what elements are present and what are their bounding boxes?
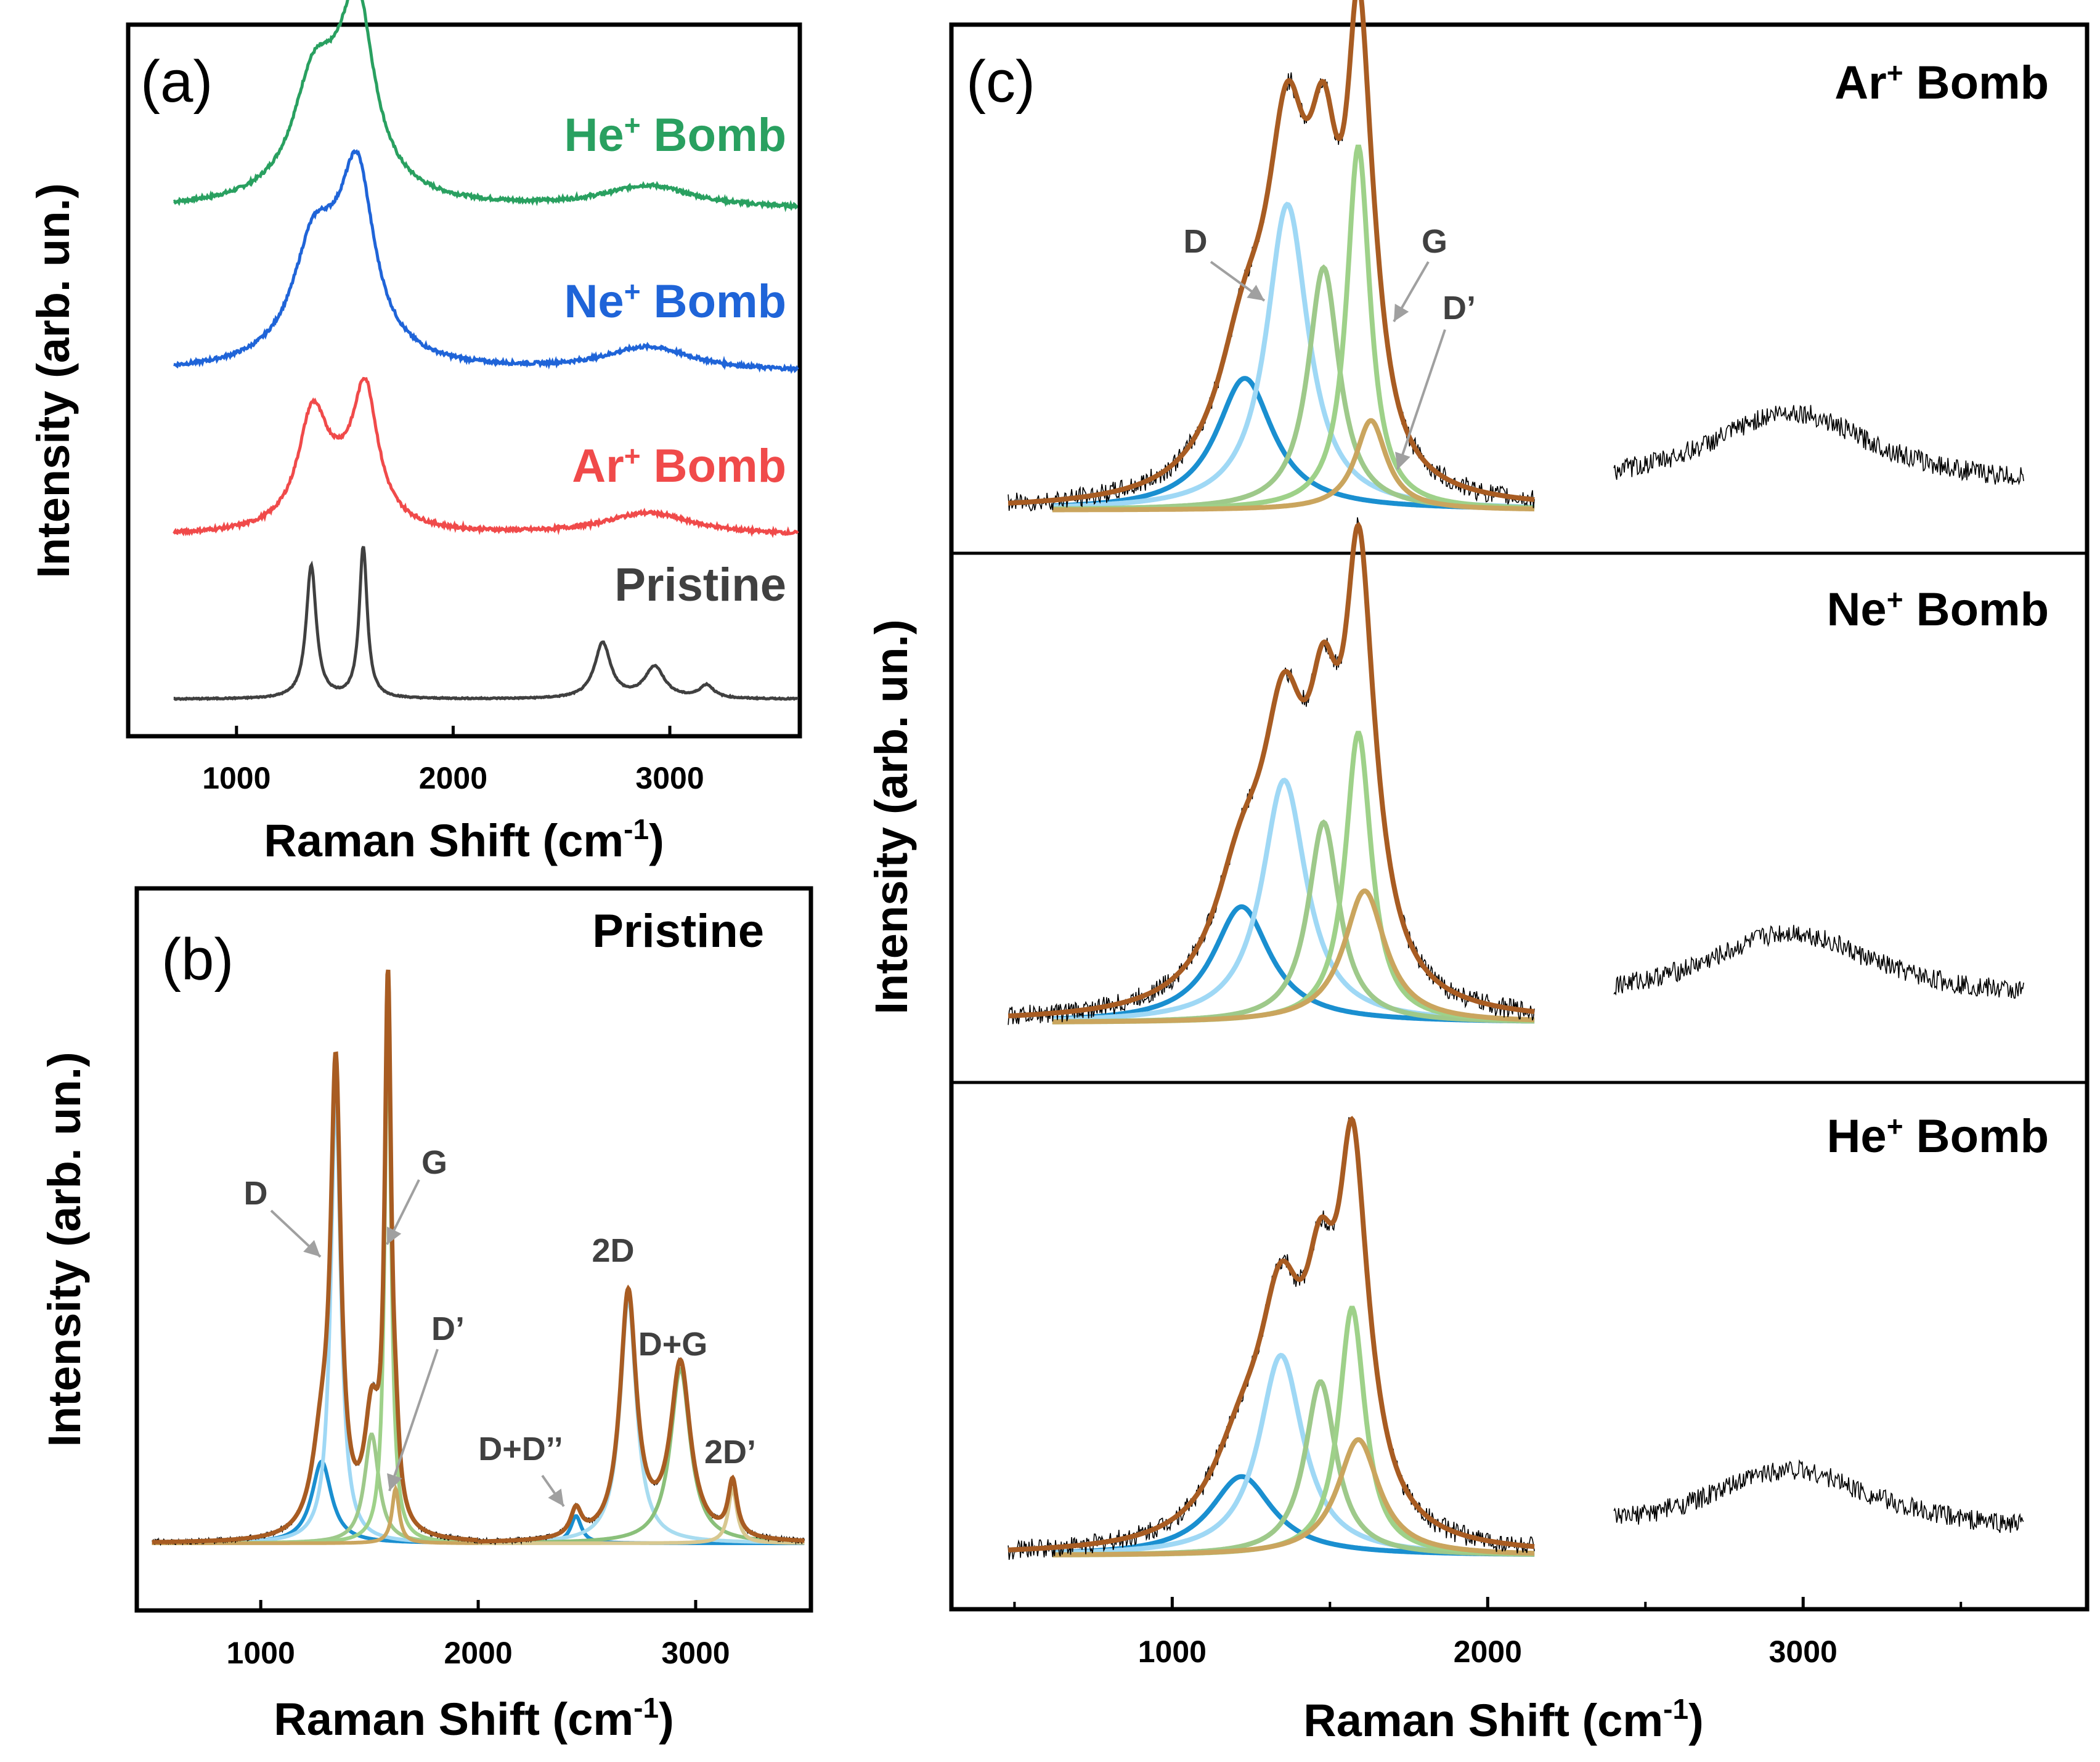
panel-b-frame xyxy=(134,886,813,1613)
annotation-arrowhead xyxy=(386,1226,402,1244)
panel-c-subpanel-labels: Ar+ Bomb Ne+ Bomb He+ Bomb xyxy=(1827,57,2049,1163)
c-tick-label: 2000 xyxy=(1454,1634,1522,1669)
series-line-2 xyxy=(173,148,799,374)
c-tick-label: 3000 xyxy=(1769,1634,1837,1669)
panel-c-frame xyxy=(949,22,2090,1612)
b-component-2D' xyxy=(478,1487,805,1545)
a-tick-label: 3000 xyxy=(635,761,704,795)
annotation-arrow xyxy=(1396,329,1446,470)
a-tick-label: 2000 xyxy=(419,761,487,795)
panel-b-title: Pristine xyxy=(592,905,764,957)
b-annot-label: D xyxy=(244,1175,268,1212)
c-component-line xyxy=(1052,731,1535,1025)
panel-b-peak-annotations: D G D’ 2D D+G D+D’’ 2D’ xyxy=(244,1144,756,1508)
b-annot-label: 2D xyxy=(592,1232,634,1269)
c-raw-first-order xyxy=(1007,517,1535,1025)
panel-a: (a) He+ Bomb Ne+ Bomb Ar+ Bomb Pristine 100… xyxy=(28,0,802,866)
panel-b-x-title: Raman Shift (cm-1) xyxy=(274,1692,674,1745)
b-raw-first-order xyxy=(151,971,479,1546)
b-annot-label: G xyxy=(421,1144,447,1181)
c-component-line xyxy=(1052,1437,1535,1557)
series-label-3: Ar+ Bomb xyxy=(572,440,786,492)
panel-b-curves xyxy=(151,969,805,1546)
annotation-arrowhead xyxy=(1395,452,1410,469)
series-line-1 xyxy=(173,0,798,213)
c-tick-label: 1000 xyxy=(1138,1634,1207,1669)
c-subpanel-label: Ne+ Bomb xyxy=(1827,583,2049,636)
annotation-arrowhead xyxy=(303,1240,320,1257)
b-fit-second-order xyxy=(478,1285,805,1544)
c-subpanel-label: He+ Bomb xyxy=(1827,1110,2049,1163)
b-fit-first-order xyxy=(152,969,479,1545)
c-fit-total xyxy=(1007,1116,1535,1553)
c-component-line xyxy=(1052,418,1535,513)
series-line-4 xyxy=(173,546,799,702)
c-component-line xyxy=(1052,1305,1535,1557)
panel-a-x-title: Raman Shift (cm-1) xyxy=(264,813,664,866)
panel-a-frame xyxy=(126,22,802,739)
c-raw-first-order xyxy=(1007,1117,1535,1560)
b-tick-label: 2000 xyxy=(444,1636,512,1670)
panel-c-x-title: Raman Shift (cm-1) xyxy=(1303,1693,1703,1746)
panel-a-letter: (a) xyxy=(140,49,213,115)
c-raw-first-order xyxy=(1007,0,1535,512)
a-tick-label: 1000 xyxy=(202,761,271,795)
series-label-2: Ne+ Bomb xyxy=(564,275,786,328)
panel-b-y-title: Intensity (arb. un.) xyxy=(39,1052,90,1447)
b-annot-label: D+D’’ xyxy=(478,1431,563,1468)
c-component-line xyxy=(1052,888,1535,1025)
b-annot-label: 2D’ xyxy=(704,1434,756,1471)
panel-b-letter: (b) xyxy=(161,927,234,993)
series-line-3 xyxy=(173,376,799,538)
c-raw-second-order xyxy=(1613,405,2024,485)
b-component-G xyxy=(152,1015,479,1545)
panel-a-series-labels: He+ Bomb Ne+ Bomb Ar+ Bomb Pristine xyxy=(564,109,786,611)
panel-c-curves xyxy=(1007,0,2024,1560)
panel-c-peak-annotations: D G D’ xyxy=(1184,223,1476,470)
c-subpanel-label: Ar+ Bomb xyxy=(1834,57,2049,109)
c-component-line xyxy=(1052,1352,1535,1556)
c-annot-label: D’ xyxy=(1443,290,1476,327)
c-fit-total xyxy=(1007,0,1535,506)
annotation-arrowhead xyxy=(1247,285,1264,301)
c-raw-second-order xyxy=(1613,925,2024,999)
annotation-arrow xyxy=(388,1349,439,1492)
b-component-Dprime xyxy=(152,1484,479,1545)
panel-c-letter: (c) xyxy=(966,49,1035,115)
panel-b-x-ticks: 1000 2000 3000 xyxy=(227,1600,730,1670)
panel-c: (c) Ar+ Bomb Ne+ Bomb He+ Bomb D G D’ 1000 20… xyxy=(866,0,2090,1746)
c-annot-label: D xyxy=(1184,223,1208,260)
panel-a-curves xyxy=(173,0,799,702)
c-annot-label: G xyxy=(1422,223,1447,260)
b-tick-label: 1000 xyxy=(227,1636,295,1670)
annotation-arrowhead xyxy=(387,1473,402,1491)
b-annot-label: D’ xyxy=(431,1310,465,1347)
panel-b: (b) Pristine D G D’ 2D D+G D+D’’ 2D’ 1000 2000 3… xyxy=(39,886,813,1745)
annotation-arrowhead xyxy=(1394,303,1409,322)
c-component-line xyxy=(1052,819,1535,1025)
c-component-line xyxy=(1052,144,1535,512)
c-fit-total xyxy=(1007,521,1535,1019)
panel-a-y-title: Intensity (arb. un.) xyxy=(28,183,79,578)
c-raw-second-order xyxy=(1613,1459,2024,1533)
annotation-arrowhead xyxy=(548,1488,564,1506)
b-annot-label: D+G xyxy=(638,1326,708,1363)
panel-c-y-title: Intensity (arb. un.) xyxy=(866,619,917,1014)
b-tick-label: 3000 xyxy=(661,1636,730,1670)
series-label-4: Pristine xyxy=(614,559,786,611)
panel-c-x-ticks: 1000 2000 3000 xyxy=(1013,1597,1963,1669)
panel-a-x-ticks: 1000 2000 3000 xyxy=(202,726,704,795)
c-component-line xyxy=(1052,201,1535,510)
series-label-1: He+ Bomb xyxy=(564,109,786,161)
